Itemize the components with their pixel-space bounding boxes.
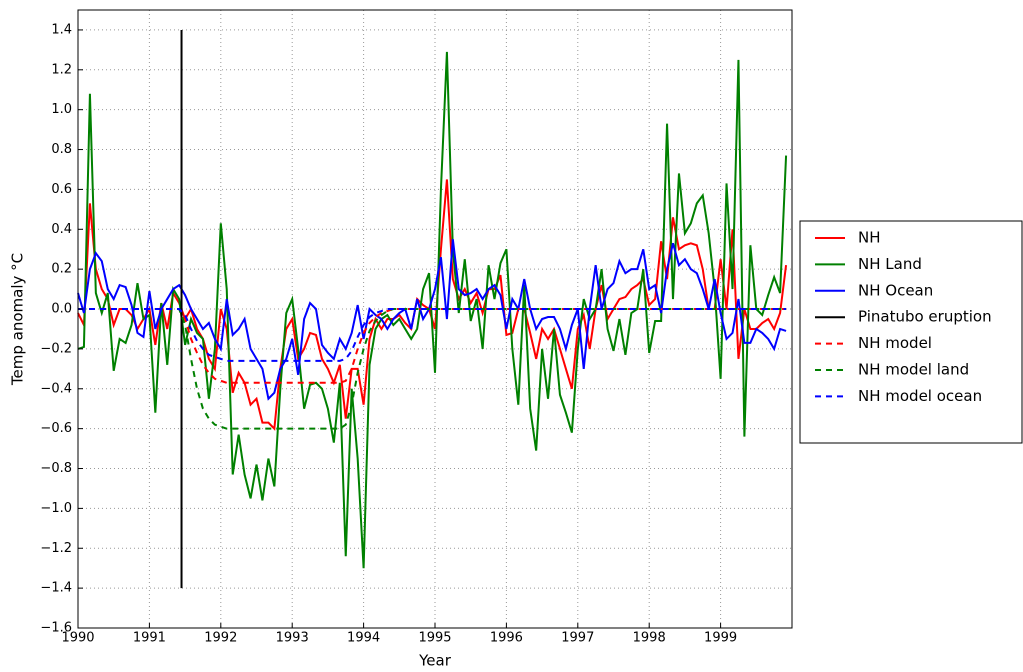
y-axis-label: Temp anomaly °C	[9, 253, 27, 386]
legend-label: NH model	[858, 334, 932, 352]
legend-box	[799, 220, 1023, 444]
legend-label: NH	[858, 229, 881, 247]
y-tick-label: 1.2	[51, 62, 72, 77]
series-line	[77, 51, 788, 569]
y-tick-label: −0.4	[40, 381, 72, 396]
legend: NH NH Land NH Ocean Pinatubo eruption NH mod…	[799, 220, 1023, 444]
y-tick-label: −1.0	[40, 501, 72, 516]
y-tick-label: 1.0	[51, 102, 72, 117]
y-tick-label: −0.6	[40, 421, 72, 436]
series-line	[77, 239, 787, 401]
x-tick-label: 1999	[704, 631, 737, 646]
x-tick-label: 1993	[276, 631, 309, 646]
y-tick-label: −0.2	[40, 341, 72, 356]
legend-label: NH Land	[858, 255, 922, 273]
y-tick-label: −1.2	[40, 541, 72, 556]
series-line	[78, 308, 787, 362]
x-tick-label: 1995	[418, 631, 451, 646]
x-tick-label: 1997	[561, 631, 594, 646]
x-tick-label: 1990	[61, 631, 94, 646]
legend-label: NH model land	[858, 361, 969, 379]
plot-lines	[77, 29, 788, 589]
legend-label: NH model ocean	[858, 387, 982, 405]
x-tick-label: 1992	[204, 631, 237, 646]
y-tick-label: −1.4	[40, 581, 72, 596]
y-tick-label: 0.6	[51, 182, 72, 197]
ticks: 1990 1991 1992 1993 1994 1995 1996 1997 1998 1999…	[40, 22, 737, 645]
x-tick-label: 1998	[633, 631, 666, 646]
legend-label: NH Ocean	[858, 281, 933, 299]
legend-label: Pinatubo eruption	[858, 308, 992, 326]
y-tick-label: 0.8	[51, 142, 72, 157]
x-tick-label: 1994	[347, 631, 380, 646]
y-tick-label: −0.8	[40, 461, 72, 476]
x-axis-label: Year	[418, 652, 452, 670]
y-tick-label: 0.4	[51, 222, 72, 237]
x-tick-label: 1996	[490, 631, 523, 646]
y-tick-label: 1.4	[51, 22, 72, 37]
x-tick-label: 1991	[133, 631, 166, 646]
y-tick-label: 0.0	[51, 302, 72, 317]
series-line	[77, 179, 788, 431]
y-tick-label: −1.6	[40, 621, 72, 636]
y-tick-label: 0.2	[51, 262, 72, 277]
